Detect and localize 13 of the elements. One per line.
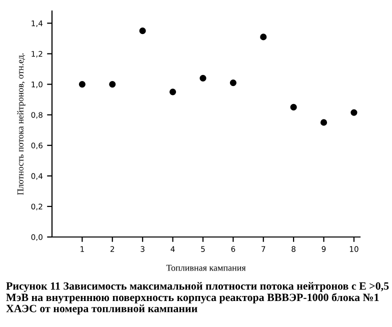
point (200, 74, 206, 82)
point (290, 104, 297, 110)
point (78, 81, 86, 88)
point (139, 28, 146, 34)
text: Рисунок 11 Зависимость максимальной плотности потока нейтронов с Е >0,5 МэВ на внутреннюю поверхность корпуса реактора ВВВЭР-1000 блока №1 ХАЭС от номера топливной кампании (6, 282, 389, 314)
point (350, 109, 358, 116)
x-axis-title: Топливная кампания (166, 264, 246, 271)
y-axis-title: Плотность потока нейтронов, отн.ед. (17, 53, 26, 195)
point (230, 79, 236, 86)
point (260, 34, 267, 40)
point (169, 88, 176, 96)
point (320, 119, 328, 126)
point (109, 81, 116, 88)
